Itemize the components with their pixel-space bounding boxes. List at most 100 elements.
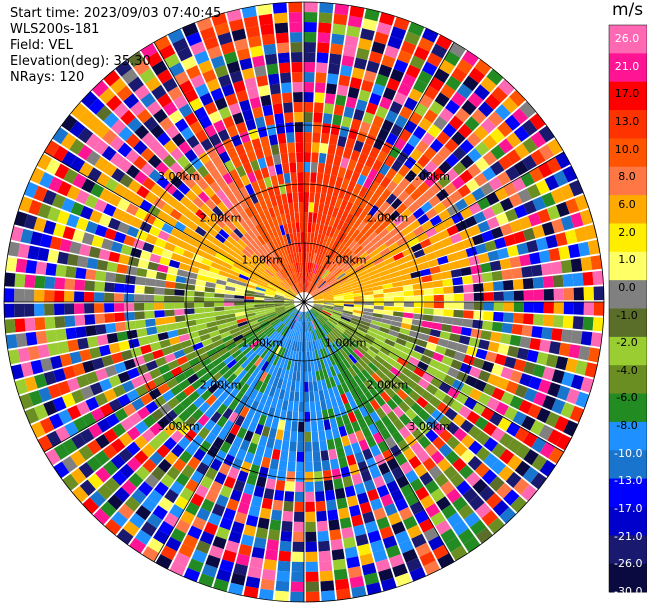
ppi-gate: [488, 176, 503, 191]
ppi-gate: [291, 182, 298, 193]
ppi-gate: [293, 331, 298, 342]
ppi-gate: [116, 263, 128, 274]
ppi-gate: [317, 316, 326, 325]
ppi-gate: [369, 411, 381, 423]
ppi-gate: [66, 185, 81, 201]
ppi-gate: [145, 360, 158, 372]
ppi-gate: [433, 287, 444, 295]
ppi-gate: [404, 434, 418, 447]
ppi-gate: [162, 390, 175, 402]
ppi-gate: [185, 442, 199, 456]
ppi-gate: [34, 289, 45, 302]
ppi-gate: [328, 278, 338, 286]
ppi-gate: [208, 242, 220, 252]
ppi-gate: [10, 226, 24, 242]
ppi-gate: [315, 500, 326, 512]
ppi-gate: [366, 265, 377, 274]
ppi-gate: [254, 116, 266, 129]
ppi-gate: [14, 303, 25, 318]
ppi-gate: [245, 375, 255, 386]
ppi-gate: [324, 93, 336, 105]
ppi-gate: [515, 443, 531, 460]
ppi-gate: [109, 152, 125, 167]
ppi-gate: [321, 287, 331, 293]
ppi-gate: [369, 146, 381, 159]
ppi-gate: [24, 274, 36, 288]
ppi-gate: [327, 345, 334, 356]
ppi-gate: [275, 367, 283, 379]
ppi-gate: [158, 189, 172, 203]
ppi-gate: [479, 485, 495, 502]
ppi-gate: [28, 390, 43, 406]
ppi-gate: [411, 350, 423, 361]
ppi-gate: [373, 475, 386, 489]
ppi-gate: [343, 308, 354, 313]
ppi-gate: [119, 173, 134, 188]
ppi-gate: [250, 400, 260, 412]
ppi-gate: [354, 232, 364, 243]
ppi-gate: [333, 291, 344, 296]
ppi-gate: [335, 339, 345, 349]
ppi-gate: [368, 423, 379, 436]
ppi-gate: [389, 271, 401, 279]
ppi-gate: [563, 302, 574, 315]
ppi-gate: [304, 12, 318, 23]
ppi-gate: [434, 248, 447, 258]
ppi-gate: [531, 264, 543, 277]
ppi-gate: [170, 430, 184, 444]
ppi-gate: [234, 177, 245, 190]
ppi-gate: [313, 303, 324, 306]
ppi-gate: [162, 154, 176, 168]
ppi-gate: [309, 351, 314, 362]
ppi-gate: [255, 264, 265, 273]
ppi-gate: [444, 348, 457, 359]
ppi-gate: [289, 212, 296, 223]
ppi-gate: [223, 51, 238, 65]
ppi-gate: [339, 199, 349, 211]
ppi-gate: [39, 233, 53, 248]
ppi-gate: [458, 335, 471, 345]
ppi-gate: [372, 313, 383, 319]
ppi-gate: [267, 468, 278, 480]
ppi-gate: [453, 442, 468, 457]
ppi-gate: [185, 189, 198, 202]
ppi-gate: [270, 278, 280, 286]
ppi-gate: [166, 195, 179, 208]
ppi-gate: [225, 313, 236, 319]
ppi-gate: [444, 138, 459, 153]
ppi-gate: [208, 266, 220, 275]
ppi-gate: [297, 441, 304, 452]
ppi-gate: [252, 55, 265, 68]
ppi-gate: [350, 388, 359, 400]
colorbar-tick-label: 1.0: [618, 253, 636, 267]
ppi-gate: [340, 221, 349, 233]
ppi-gate: [416, 255, 428, 265]
ppi-gate: [395, 203, 408, 215]
ppi-gate: [415, 542, 432, 558]
ppi-gate: [334, 197, 343, 209]
ppi-gate: [174, 552, 191, 567]
ppi-gate: [158, 520, 174, 536]
ppi-gate: [267, 229, 276, 240]
ppi-gate: [221, 261, 233, 270]
ppi-gate: [304, 2, 318, 13]
ppi-gate: [299, 222, 304, 233]
ppi-gate: [562, 315, 574, 329]
ppi-gate: [278, 313, 288, 320]
ppi-gate: [431, 167, 445, 181]
ppi-gate: [362, 287, 374, 293]
ppi-gate: [379, 163, 391, 176]
ppi-gate: [408, 390, 421, 402]
ppi-gate: [325, 236, 333, 247]
ppi-gate: [340, 466, 351, 478]
ppi-ray: [24, 305, 295, 424]
ppi-gate: [75, 217, 89, 231]
ppi-gate: [396, 357, 408, 367]
ppi-gate: [570, 330, 583, 345]
ppi-gate: [396, 236, 408, 247]
ppi-gate: [300, 371, 304, 382]
ppi-gate: [404, 183, 417, 196]
ppi-gate: [220, 331, 231, 339]
ppi-gate: [240, 492, 253, 505]
ppi-ray: [306, 311, 382, 595]
